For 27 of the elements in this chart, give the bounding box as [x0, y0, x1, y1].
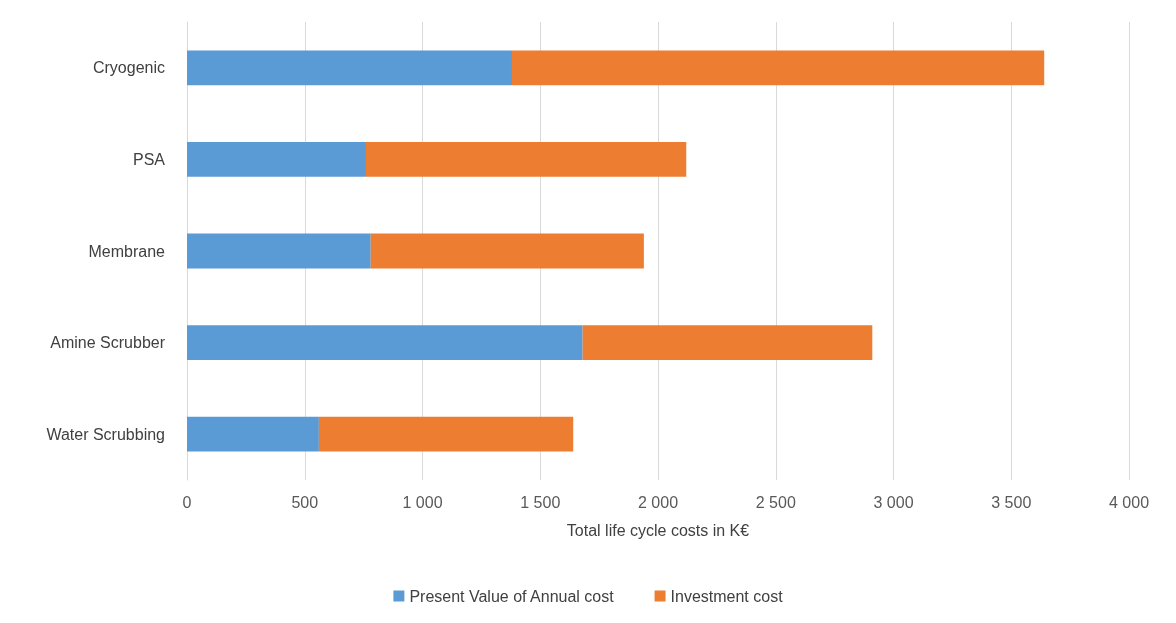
bar [582, 325, 873, 360]
y-tick-label: Amine Scrubber [50, 334, 166, 352]
x-tick-label: 500 [291, 493, 319, 511]
y-tick-label: Cryogenic [92, 59, 165, 77]
bar [187, 50, 512, 86]
x-tick-label: 0 [182, 493, 192, 511]
y-tick-label: Membrane [88, 242, 166, 260]
x-axis-title: Total life cycle costs in K€ [566, 521, 750, 539]
bar [187, 142, 366, 177]
bar [365, 142, 687, 177]
bar [318, 416, 574, 452]
bar [187, 233, 371, 269]
x-tick-label: 3 000 [873, 493, 914, 511]
legend-label: Present Value of Annual cost [409, 587, 615, 605]
x-tick-label: 1 500 [520, 493, 561, 511]
bar [370, 233, 644, 269]
x-tick-label: 4 000 [1108, 493, 1150, 511]
bar [511, 50, 1045, 86]
bar [187, 416, 319, 452]
legend-label: Investment cost [670, 587, 784, 605]
y-tick-label: PSA [132, 150, 166, 168]
x-tick-label: 3 500 [991, 493, 1032, 511]
x-tick-label: 1 000 [402, 493, 443, 511]
x-tick-label: 2 000 [637, 493, 679, 511]
y-tick-label: Water Scrubbing [46, 425, 165, 443]
x-tick-label: 2 500 [755, 493, 796, 511]
bar [187, 325, 583, 360]
